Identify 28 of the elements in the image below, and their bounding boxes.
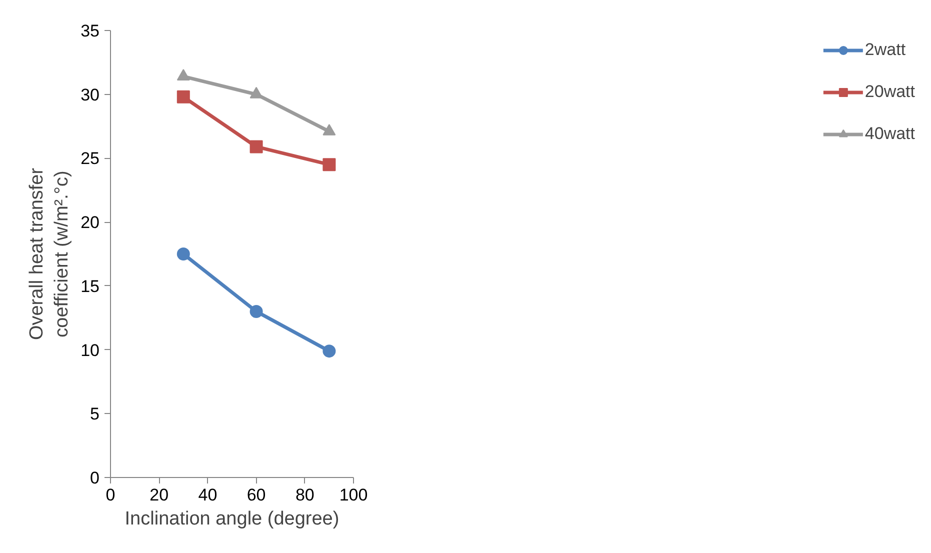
y-tick-label: 10 (80, 340, 100, 360)
x-tick-label: 100 (339, 486, 368, 504)
y-tick-label: 0 (90, 468, 100, 488)
point (250, 86, 263, 98)
point (176, 69, 190, 80)
point (250, 304, 263, 318)
point (176, 90, 190, 104)
y-tick-label: 15 (80, 276, 100, 296)
y-tick-label: 35 (80, 22, 100, 40)
point (322, 344, 336, 358)
legend-label: 20watt (864, 82, 915, 102)
x-tick-label: 80 (295, 486, 314, 504)
point (322, 158, 336, 172)
point (250, 140, 263, 154)
y-tick-label: 30 (80, 85, 100, 104)
y-tick-label: 20 (80, 213, 100, 232)
x-tick-label: 20 (150, 486, 169, 504)
y-tick-label: 25 (80, 149, 100, 168)
x-tick-label: 60 (246, 486, 266, 504)
x-tick-label: 0 (106, 486, 116, 504)
x-axis-title: Inclination angle (degree) (124, 508, 340, 530)
legend-label: 2watt (864, 40, 906, 60)
y-axis-title: Overall heat transfer coefficient (w/m².°c) (26, 167, 73, 340)
x-tick-label: 40 (198, 486, 218, 504)
y-tick-label: 5 (90, 404, 100, 424)
point (176, 248, 190, 260)
point (322, 124, 336, 136)
legend-label: 40watt (864, 124, 915, 144)
